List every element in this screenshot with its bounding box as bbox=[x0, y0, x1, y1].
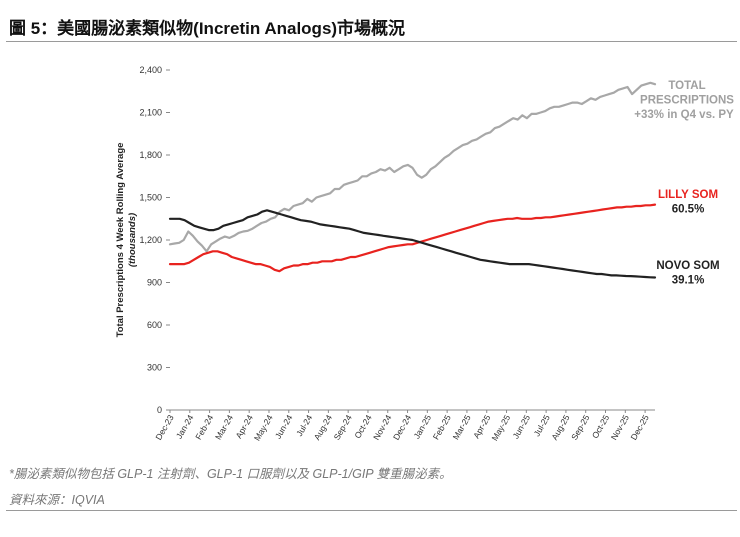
x-tick-label: Feb-25 bbox=[431, 413, 453, 442]
series-line-lilly-som bbox=[168, 203, 657, 273]
x-tick-label: Feb-24 bbox=[193, 413, 215, 442]
y-tick-label: 1,500 bbox=[139, 193, 162, 203]
series-label-novo-som: NOVO SOM bbox=[656, 260, 719, 272]
series-label-lilly-som: LILLY SOM bbox=[658, 189, 718, 201]
y-tick-label: 300 bbox=[147, 363, 162, 373]
y-tick-label: 1,800 bbox=[139, 150, 162, 160]
series-line-novo-som bbox=[168, 209, 657, 279]
x-tick-label: Mar-24 bbox=[213, 413, 235, 442]
x-tick-label: Jul-24 bbox=[294, 413, 314, 438]
x-tick-label: Jun-24 bbox=[273, 413, 295, 441]
y-tick-label: 1,200 bbox=[139, 235, 162, 245]
series-line-total-prescriptions bbox=[168, 81, 657, 253]
x-tick-label: Dec-24 bbox=[391, 413, 413, 442]
y-tick-label: 0 bbox=[157, 405, 162, 415]
x-tick-label: Dec-23 bbox=[153, 413, 175, 442]
series-lines bbox=[168, 81, 657, 279]
y-axis-ticks: 0 300 600 900 1,200 1,500 1,800 2,100 2,400 bbox=[139, 65, 170, 415]
x-tick-label: Jul-25 bbox=[532, 413, 552, 438]
series-label-total-prescriptions: TOTAL bbox=[668, 80, 705, 92]
y-tick-label: 600 bbox=[147, 320, 162, 330]
series-label-total-prescriptions: PRESCRIPTIONS bbox=[640, 95, 734, 107]
x-tick-label: Dec-25 bbox=[628, 413, 650, 442]
series-label-total-prescriptions: +33% in Q4 vs. PY bbox=[634, 109, 734, 121]
y-axis-label: Total Prescriptions 4 Week Rolling Avera… bbox=[115, 143, 126, 338]
y-tick-label: 2,400 bbox=[139, 65, 162, 75]
x-tick-label: Sep-25 bbox=[569, 413, 592, 442]
footnote: *腸泌素類似物包括 GLP-1 注射劑、GLP-1 口服劑以及 GLP-1/GI… bbox=[9, 467, 452, 481]
series-labels: TOTAL PRESCRIPTIONS +33% in Q4 vs. PY LILLY… bbox=[634, 80, 734, 287]
top-divider bbox=[6, 41, 737, 42]
x-tick-label: Mar-25 bbox=[451, 413, 473, 442]
x-tick-label: Sep-24 bbox=[332, 413, 355, 442]
series-label-lilly-som: 60.5% bbox=[672, 204, 705, 216]
bottom-divider bbox=[6, 510, 737, 511]
y-tick-label: 900 bbox=[147, 278, 162, 288]
x-tick-label: Jun-25 bbox=[510, 413, 532, 441]
x-tick-label: May-25 bbox=[489, 413, 512, 443]
y-tick-label: 2,100 bbox=[139, 108, 162, 118]
x-axis: Dec-23Jan-24Feb-24Mar-24Apr-24May-24Jun-… bbox=[153, 409, 655, 443]
y-axis-sublabel: (thousands) bbox=[127, 213, 138, 267]
figure-title: 圖 5：美國腸泌素類似物(Incretin Analogs)市場概況 bbox=[9, 19, 406, 38]
series-label-novo-som: 39.1% bbox=[672, 275, 705, 287]
x-tick-label: May-24 bbox=[252, 413, 275, 443]
source-note: 資料來源：IQVIA bbox=[9, 493, 105, 507]
